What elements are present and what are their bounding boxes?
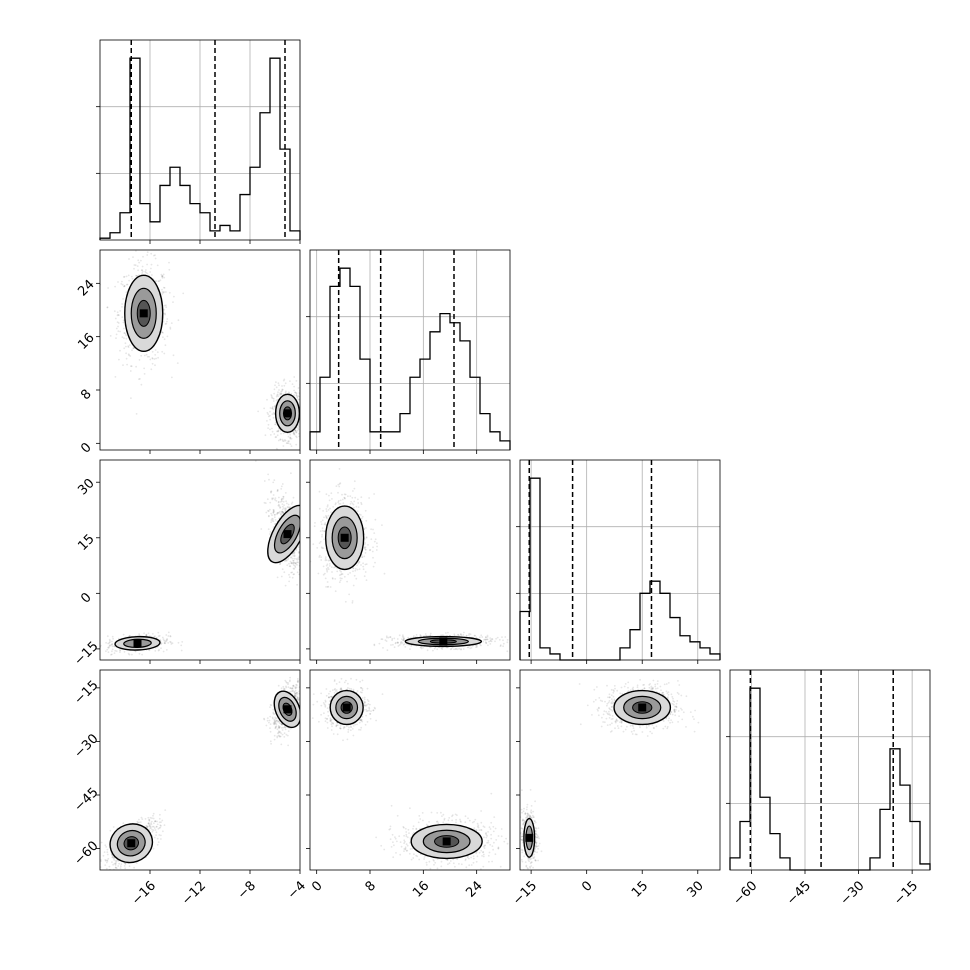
hist-panel-1 [306, 249, 511, 454]
xtick-label-p2-0: −15 [510, 878, 540, 908]
cluster-3-0-1 [263, 676, 300, 747]
hist-0-bars [99, 57, 301, 240]
scatter-panel-2-1 [306, 459, 511, 664]
xtick-label-p2-2: 15 [629, 878, 651, 900]
density-peak-2-1-0 [340, 533, 349, 542]
ytick-label-p2-2: 15 [75, 532, 97, 554]
cluster-2-0-1 [254, 460, 300, 587]
xtick-label-p1-3: 24 [463, 878, 485, 900]
xtick-label-p1-0: 0 [309, 878, 325, 894]
density-peak-2-0-1 [283, 530, 292, 539]
scatter-panel-1-0: 0 8 16 24 [75, 249, 301, 457]
hist-panel-3: −60 −45 −30 −15 [726, 669, 931, 908]
ytick-label-p3-3: −15 [71, 678, 101, 708]
xtick-label-p0-2: −8 [235, 878, 259, 902]
density-peak-3-1-1 [442, 837, 451, 846]
xtick-label-p3-0: −60 [730, 878, 760, 908]
hist-2-frame [519, 459, 721, 661]
scatter-panel-2-0: −15 0 15 30 [71, 459, 301, 669]
xtick-label-p1-1: 8 [363, 878, 379, 894]
ytick-label-p3-2: −30 [71, 731, 101, 761]
ytick-label-p2-3: 30 [75, 476, 97, 498]
ytick-label-p3-1: −45 [71, 785, 101, 815]
ytick-label-p2-0: −15 [71, 639, 101, 669]
hist-panel-0 [96, 39, 301, 244]
xtick-label-p0-3: −4 [285, 878, 309, 902]
density-peak-3-0-0 [127, 839, 136, 848]
scatter-panel-3-2: −15 0 15 30 [510, 669, 721, 908]
hist-panel-2 [516, 459, 721, 664]
cluster-1-0-1 [257, 376, 300, 450]
cluster-2-1-1 [373, 631, 509, 653]
density-peak-3-2-1 [525, 833, 534, 842]
ytick-label-p1-2: 16 [75, 330, 97, 352]
cluster-3-1-0 [311, 677, 384, 742]
density-peak-1-0-1 [283, 409, 292, 418]
scatter-2-1-frame [309, 459, 511, 661]
cluster-2-0-0 [100, 631, 184, 656]
density-peak-3-1-0 [342, 703, 351, 712]
ytick-label-p1-0: 0 [78, 440, 94, 456]
scatter-panel-3-1: 0 8 16 24 [306, 669, 511, 901]
cluster-3-2-0 [578, 678, 700, 737]
xtick-label-p0-0: −16 [129, 878, 159, 908]
xtick-label-p2-1: 0 [579, 878, 595, 894]
hist-2-bars [519, 477, 721, 661]
density-peak-3-2-0 [638, 703, 647, 712]
hist-1-frame [309, 249, 511, 451]
cluster-3-2-1 [520, 789, 543, 870]
cluster-2-1-0 [310, 468, 386, 604]
ytick-label-p2-1: 0 [78, 590, 94, 606]
xtick-label-p1-2: 16 [410, 878, 432, 900]
cluster-1-0-0 [100, 250, 185, 415]
hist-3-bars [729, 687, 931, 871]
ytick-label-p1-1: 8 [78, 387, 94, 403]
ytick-label-p3-0: −60 [71, 839, 101, 869]
cluster-3-0-0 [100, 809, 167, 870]
xtick-label-p2-3: 30 [685, 878, 707, 900]
density-peak-1-0-0 [139, 309, 148, 318]
density-peak-2-1-1 [439, 637, 448, 646]
scatter-panel-3-0: −16 −12 −8 −4 −60 −45 −30 −15 [71, 669, 309, 908]
xtick-label-p3-1: −45 [784, 878, 814, 908]
xtick-label-p3-3: −15 [891, 878, 921, 908]
hist-1-bars [309, 267, 511, 450]
ytick-label-p1-3: 24 [75, 277, 97, 299]
density-peak-2-0-0 [133, 639, 142, 648]
xtick-label-p0-1: −12 [179, 878, 209, 908]
scatter-3-1-frame [309, 669, 511, 871]
hist-3-frame [729, 669, 931, 871]
scatter-3-2-frame [519, 669, 721, 871]
cluster-3-1-1 [375, 792, 510, 870]
xtick-label-p3-2: −30 [838, 878, 868, 908]
density-peak-3-0-1 [283, 705, 292, 714]
